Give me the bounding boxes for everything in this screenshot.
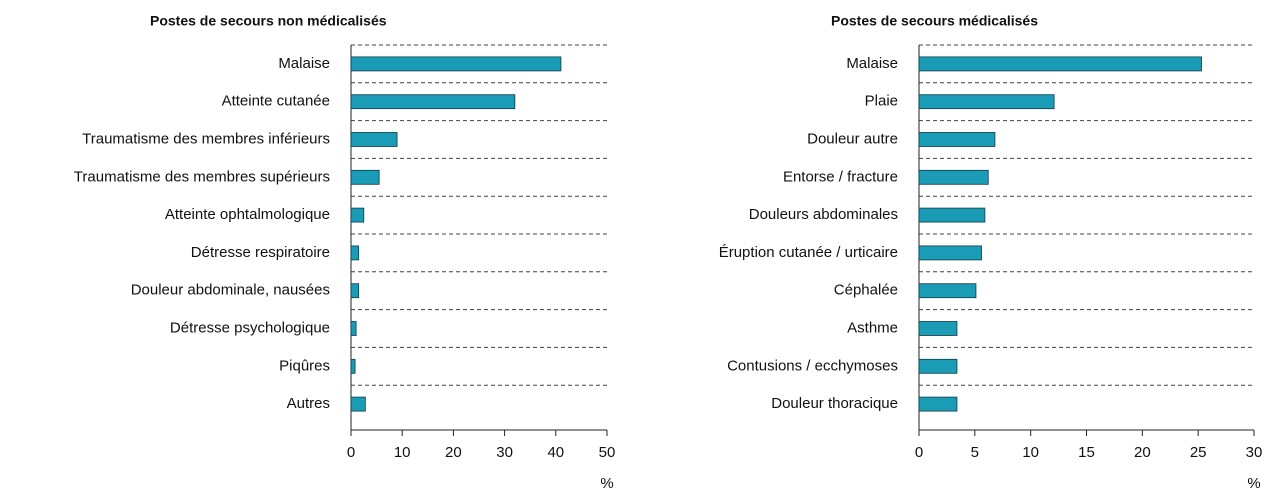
bar [350,94,516,110]
y-tick-label: Traumatisme des membres inférieurs [82,130,330,147]
x-tick-label: 20 [1134,444,1151,461]
bar [918,169,989,185]
chart-title: Postes de secours non médicalisés [150,13,387,29]
bar [350,56,562,72]
y-tick-label: Atteinte ophtalmologique [165,206,330,223]
x-tick-label: 10 [394,444,411,461]
bar [918,245,982,261]
bar [918,321,958,336]
y-tick-label: Traumatisme des membres supérieurs [74,168,330,185]
bar [918,132,996,147]
x-tick-label: 10 [1022,444,1039,461]
bar [350,321,357,336]
y-tick-label: Malaise [278,55,330,72]
bar [350,169,380,185]
bar [918,396,958,412]
bar [350,207,365,223]
bar [350,283,360,299]
y-tick-label: Douleur thoracique [771,395,898,412]
y-tick-label: Malaise [846,55,898,72]
y-tick-label: Détresse respiratoire [191,244,330,261]
x-tick-label: 30 [496,444,513,461]
x-tick-label: 40 [547,444,564,461]
bar [350,358,356,374]
x-axis-label: % [600,475,613,492]
y-tick-label: Autres [287,395,330,412]
x-tick-label: 50 [599,444,616,461]
y-tick-label: Éruption cutanée / urticaire [719,244,898,261]
bar [918,94,1055,110]
y-tick-label: Plaie [865,93,898,110]
y-tick-label: Asthme [847,319,898,336]
y-tick-label: Douleur abdominale, nausées [131,282,330,299]
bar [918,207,986,223]
bar [918,283,977,299]
bar [350,396,366,412]
bar [350,245,360,261]
y-tick-label: Douleurs abdominales [749,206,898,223]
y-tick-label: Détresse psychologique [170,319,330,336]
y-tick-label: Douleur autre [807,130,898,147]
x-axis-label: % [1247,475,1260,492]
chart-title: Postes de secours médicalisés [831,13,1038,29]
y-tick-label: Entorse / fracture [783,168,898,185]
bar [918,358,958,374]
x-tick-label: 5 [971,444,979,461]
x-tick-label: 25 [1190,444,1207,461]
y-tick-label: Céphalée [834,282,898,299]
x-tick-label: 20 [445,444,462,461]
y-tick-label: Contusions / ecchymoses [727,357,898,374]
x-tick-label: 0 [347,444,355,461]
y-tick-label: Piqûres [279,357,330,374]
x-tick-label: 30 [1246,444,1263,461]
y-tick-label: Atteinte cutanée [222,93,330,110]
bar [350,132,398,147]
x-tick-label: 0 [915,444,923,461]
x-tick-label: 15 [1078,444,1095,461]
bar [918,56,1202,72]
